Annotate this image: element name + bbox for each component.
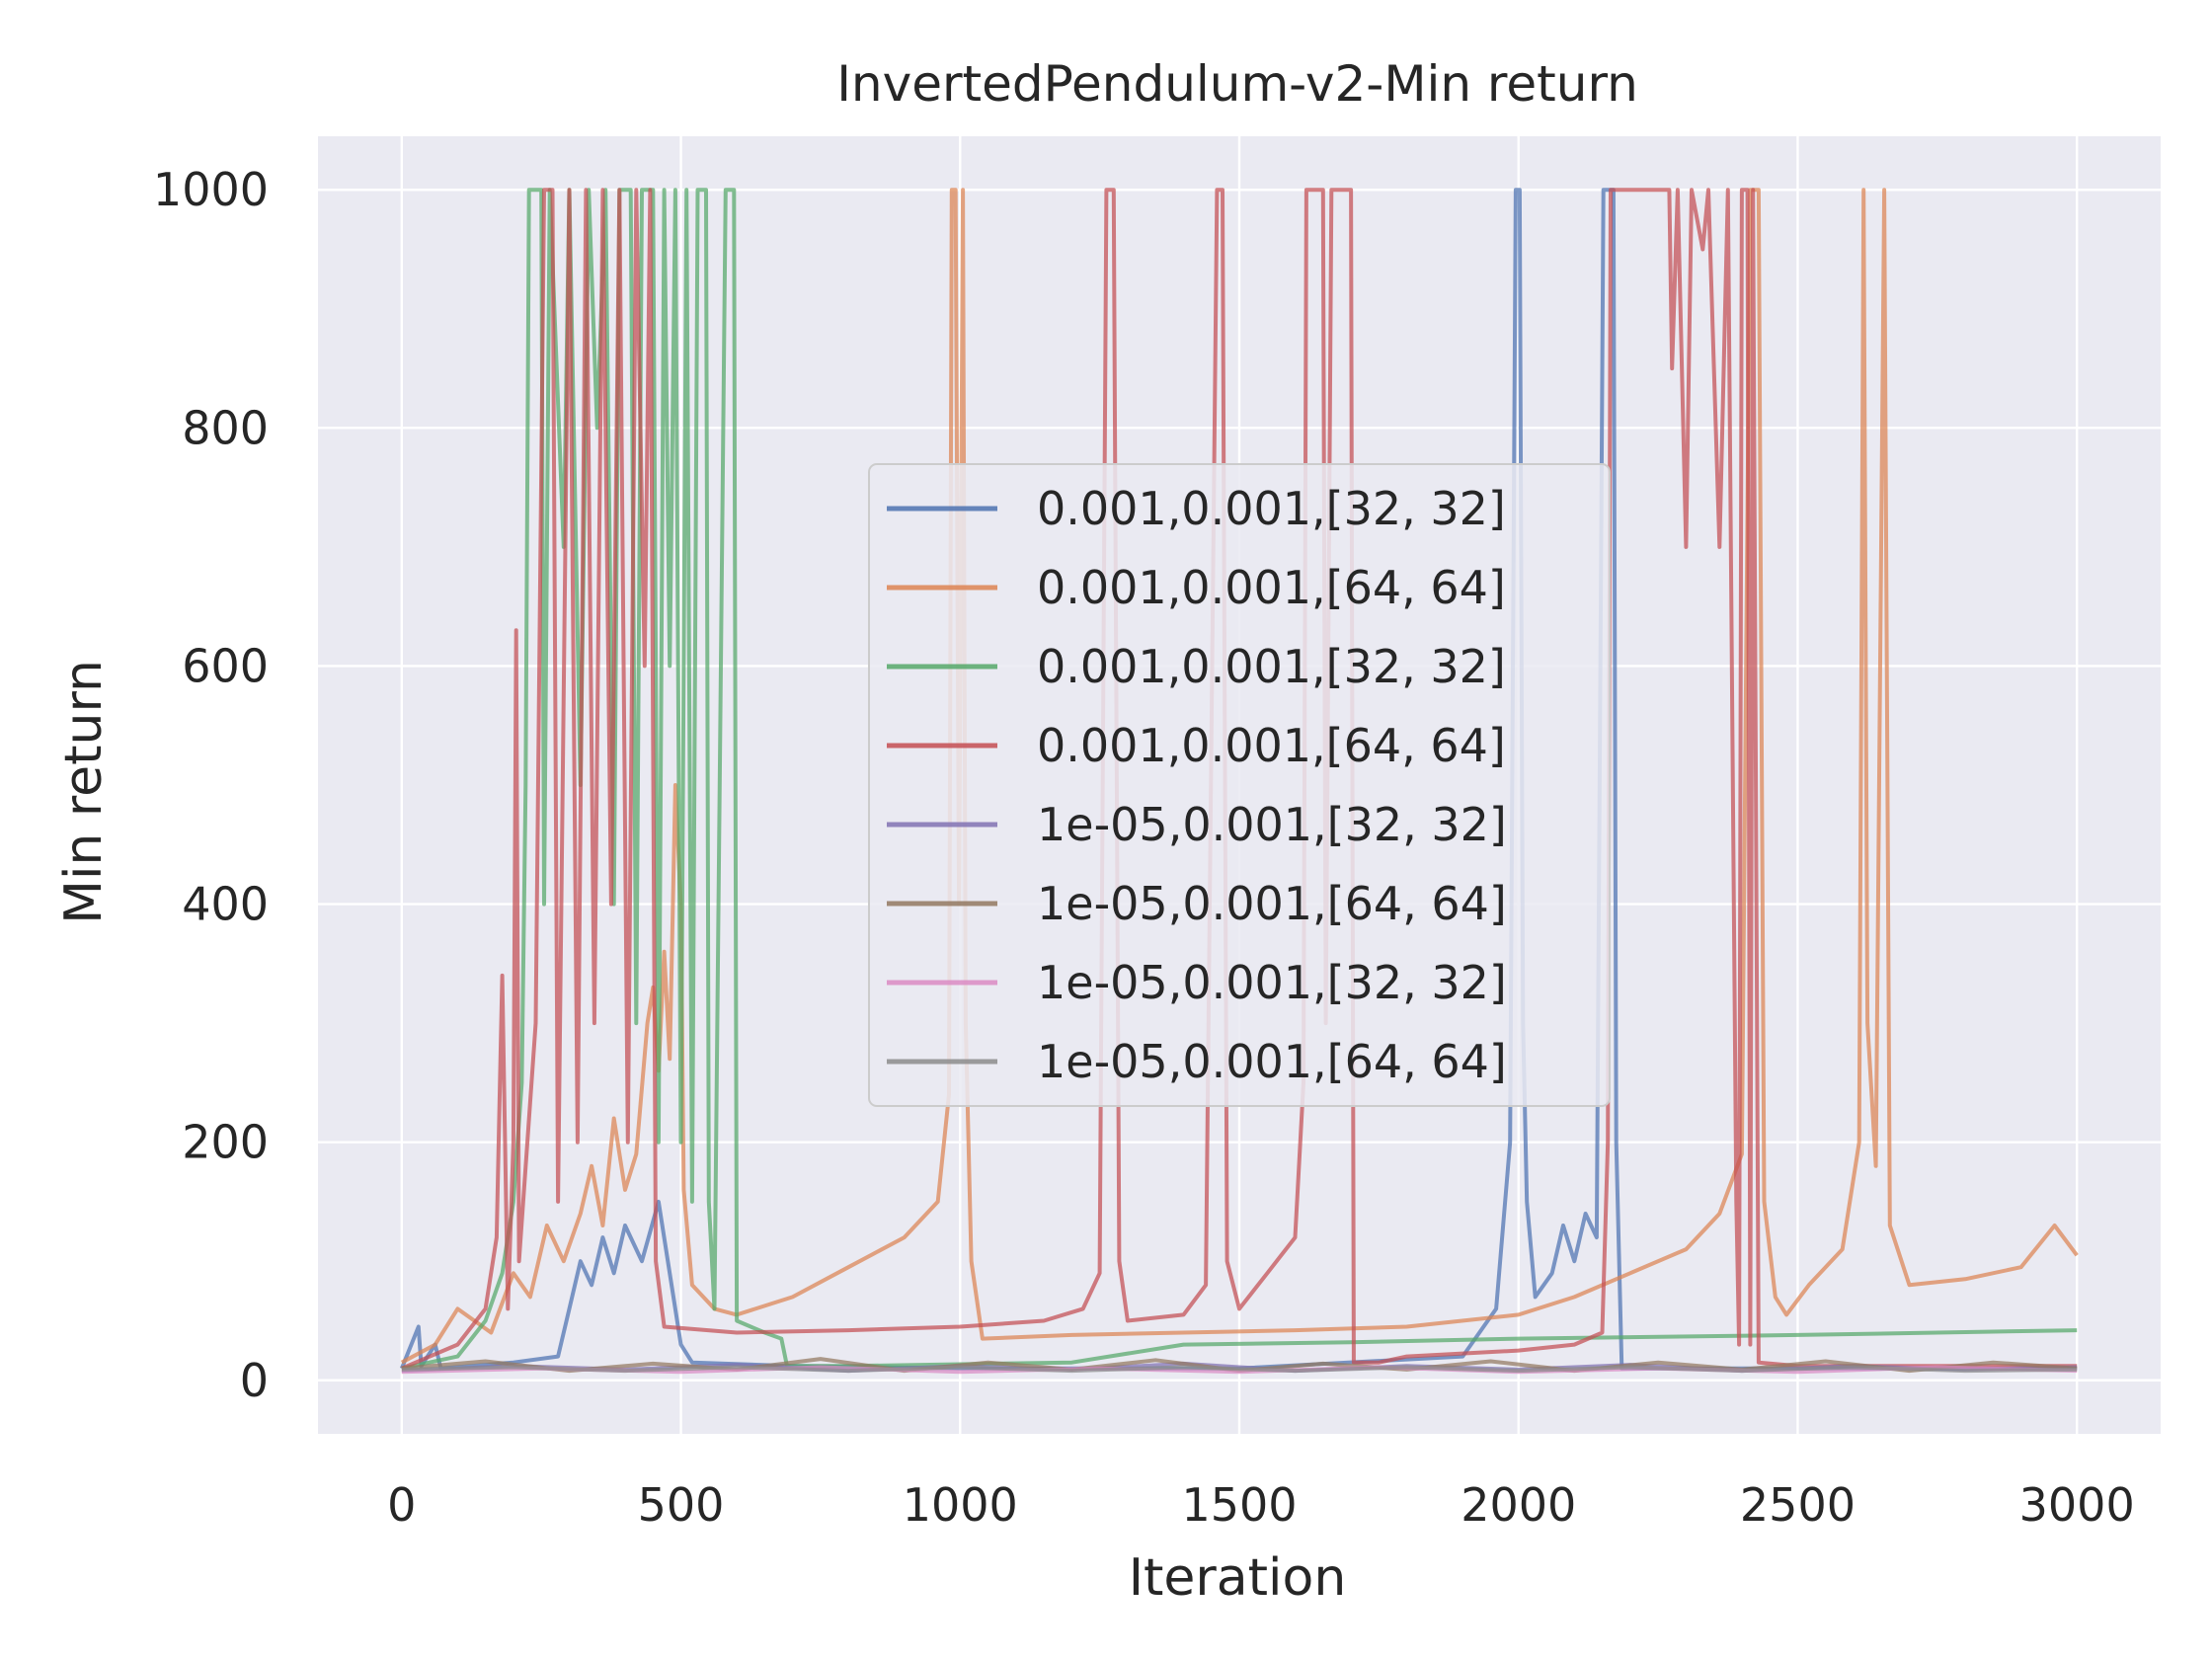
y-tick-label: 600 bbox=[182, 639, 269, 692]
chart-title: InvertedPendulum-v2-Min return bbox=[836, 55, 1638, 113]
legend-label: 0.001,0.001,[32, 32] bbox=[1037, 640, 1506, 693]
legend-label: 0.001,0.001,[32, 32] bbox=[1037, 482, 1506, 535]
series-line-8 bbox=[401, 1365, 2078, 1374]
legend-box bbox=[868, 463, 1611, 1107]
x-tick-label: 2500 bbox=[1740, 1478, 1856, 1532]
series-line-3 bbox=[401, 188, 2078, 1371]
x-tick-label: 2000 bbox=[1461, 1478, 1576, 1532]
y-tick-label: 1000 bbox=[153, 163, 269, 216]
x-tick-label: 500 bbox=[638, 1478, 725, 1532]
y-tick-label: 0 bbox=[240, 1354, 269, 1407]
y-tick-label: 800 bbox=[182, 401, 269, 454]
x-tick-label: 1500 bbox=[1181, 1478, 1297, 1532]
legend-label: 1e-05,0.001,[32, 32] bbox=[1037, 956, 1507, 1009]
x-tick-label: 1000 bbox=[903, 1478, 1018, 1532]
legend-label: 1e-05,0.001,[32, 32] bbox=[1037, 798, 1507, 851]
legend: 0.001,0.001,[32, 32] 0.001,0.001,[64, 64]… bbox=[868, 463, 1611, 1107]
y-tick-labels: 0 200 400 600 800 1000 bbox=[153, 163, 269, 1407]
x-axis-label: Iteration bbox=[1129, 1548, 1347, 1608]
y-axis-label: Min return bbox=[54, 660, 114, 924]
legend-label: 1e-05,0.001,[64, 64] bbox=[1037, 1035, 1507, 1088]
x-tick-labels: 0 500 1000 1500 2000 2500 3000 bbox=[387, 1478, 2135, 1532]
legend-label: 1e-05,0.001,[64, 64] bbox=[1037, 877, 1507, 930]
y-tick-label: 200 bbox=[182, 1116, 269, 1169]
x-tick-label: 3000 bbox=[2019, 1478, 2135, 1532]
legend-label: 0.001,0.001,[64, 64] bbox=[1037, 561, 1506, 614]
series-line-7 bbox=[401, 1365, 2078, 1375]
x-tick-label: 0 bbox=[387, 1478, 416, 1532]
y-tick-label: 400 bbox=[182, 878, 269, 931]
legend-label: 0.001,0.001,[64, 64] bbox=[1037, 719, 1506, 772]
